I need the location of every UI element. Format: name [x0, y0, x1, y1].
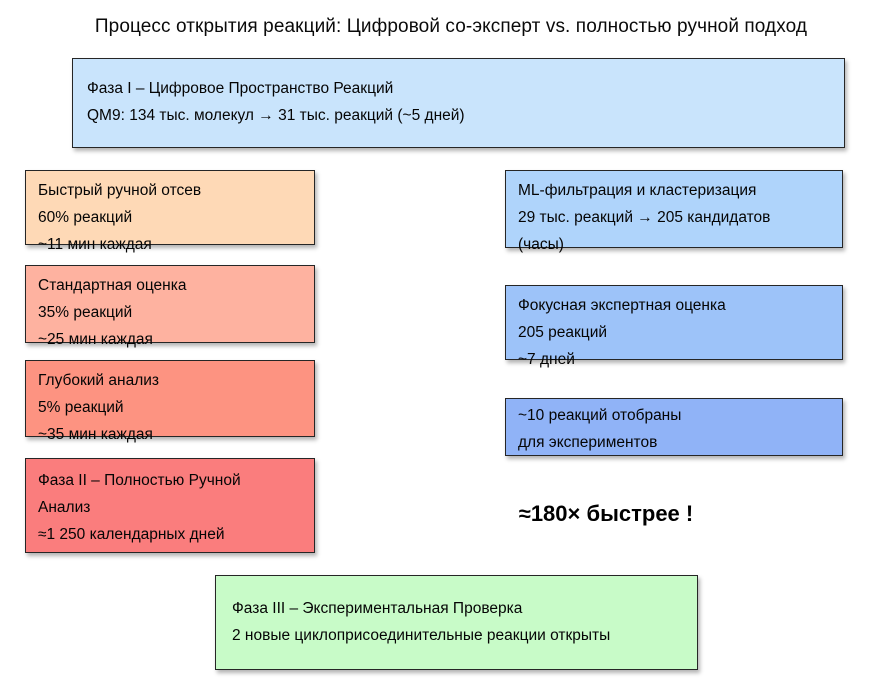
digital-expert-eval-title: Фокусная экспертная оценка	[518, 297, 726, 314]
phase3-title: Фаза III – Экспериментальная Проверка	[232, 600, 523, 617]
manual-deep-analysis-time: ~35 мин каждая	[38, 426, 153, 443]
manual-deep-analysis-title: Глубокий анализ	[38, 372, 160, 389]
digital-selected-reactions-box: ~10 реакций отобраны для экспериментов	[505, 398, 843, 456]
phase1-digital-space-box: Фаза I – Цифровое Пространство Реакций Q…	[72, 58, 845, 148]
phase2-duration: ≈1 250 календарных дней	[38, 526, 225, 543]
manual-deep-analysis-share: 5% реакций	[38, 399, 124, 416]
manual-standard-eval-share: 35% реакций	[38, 304, 133, 321]
manual-deep-analysis-box: Глубокий анализ 5% реакций ~35 мин кажда…	[25, 360, 315, 443]
digital-selected-reactions-line1: ~10 реакций отобраны	[518, 407, 682, 424]
manual-standard-eval-box: Стандартная оценка 35% реакций ~25 мин к…	[25, 265, 315, 348]
manual-standard-eval-time: ~25 мин каждая	[38, 331, 153, 348]
phase1-line1: Фаза I – Цифровое Пространство Реакций	[87, 80, 394, 97]
speedup-label: ≈180× быстрее !	[518, 501, 694, 526]
digital-expert-eval-box: Фокусная экспертная оценка 205 реакций ~…	[505, 285, 843, 368]
phase1-line2: QM9: 134 тыс. молекул → 31 тыс. реакций …	[87, 107, 465, 124]
phase3-experimental-box: Фаза III – Экспериментальная Проверка 2 …	[215, 575, 698, 670]
page-title: Процесс открытия реакций: Цифровой со-эк…	[94, 16, 808, 37]
phase2-manual-analysis-box: Фаза II – Полностью Ручной Анализ ≈1 250…	[25, 458, 315, 553]
phase3-result: 2 новые циклоприсоединительные реакции о…	[232, 627, 611, 644]
manual-quick-screen-share: 60% реакций	[38, 209, 133, 226]
digital-ml-filtering-flow: 29 тыс. реакций → 205 кандидатов	[518, 209, 771, 226]
digital-expert-eval-count: 205 реакций	[518, 324, 608, 341]
digital-ml-filtering-time: (часы)	[518, 236, 564, 253]
digital-ml-filtering-title: ML-фильтрация и кластеризация	[518, 182, 757, 199]
manual-quick-screen-box: Быстрый ручной отсев 60% реакций ~11 мин…	[25, 170, 315, 253]
manual-standard-eval-title: Стандартная оценка	[38, 277, 187, 294]
digital-ml-filtering-box: ML-фильтрация и кластеризация 29 тыс. ре…	[505, 170, 843, 253]
manual-quick-screen-time: ~11 мин каждая	[38, 236, 152, 253]
digital-expert-eval-time: ~7 дней	[518, 351, 575, 368]
phase2-title: Фаза II – Полностью Ручной Анализ	[38, 472, 241, 516]
manual-quick-screen-title: Быстрый ручной отсев	[38, 182, 202, 199]
digital-selected-reactions-line2: для экспериментов	[518, 434, 658, 451]
